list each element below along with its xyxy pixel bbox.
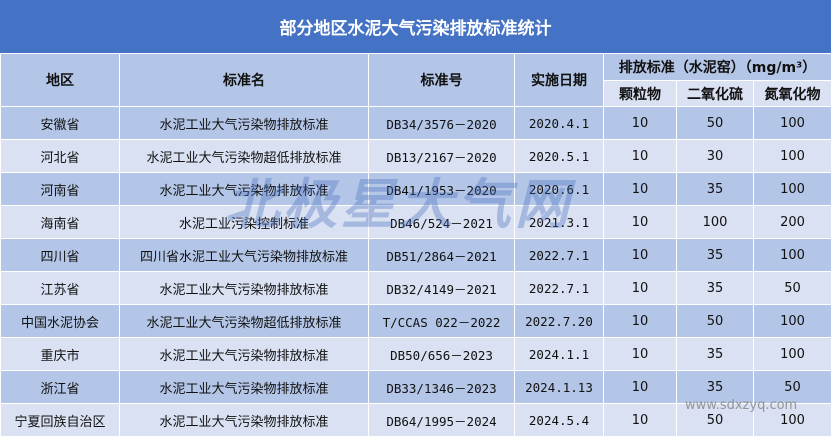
cell-region: 四川省 [0,238,120,272]
header-nox: 氮氧化物 [752,80,831,107]
table-title: 部分地区水泥大气污染排放标准统计 [0,0,831,53]
cell-name: 水泥工业大气污染物排放标准 [119,337,369,371]
cell-code: T/CCAS 022－2022 [368,304,515,338]
cell-nox: 50 [752,370,831,404]
cell-pm: 10 [603,139,677,173]
cell-region: 海南省 [0,205,120,239]
cell-date: 2021.3.1 [514,205,604,239]
cell-region: 河南省 [0,172,120,206]
cell-region: 江苏省 [0,271,120,305]
table-row: 海南省 水泥工业污染控制标准 DB46/524－2021 2021.3.1 10 100 2… [0,205,831,239]
cell-pm: 10 [603,205,677,239]
table-row: 中国水泥协会 水泥工业大气污染物超低排放标准 T/CCAS 022－2022 2022… [0,304,831,338]
cell-nox: 50 [752,271,831,305]
cell-so2: 35 [676,271,754,305]
cell-name: 水泥工业大气污染物排放标准 [119,403,369,437]
table-row: 安徽省 水泥工业大气污染物排放标准 DB34/3576－2020 2020.4.1 10… [0,106,831,140]
cell-code: DB64/1995－2024 [368,403,515,437]
cell-so2: 50 [676,304,754,338]
cell-name: 水泥工业污染控制标准 [119,205,369,239]
table-row: 河南省 水泥工业大气污染物排放标准 DB41/1953－2020 2020.6.1 10… [0,172,831,206]
cell-so2: 50 [676,403,754,437]
cell-region: 宁夏回族自治区 [0,403,120,437]
cell-nox: 100 [752,238,831,272]
cell-region: 中国水泥协会 [0,304,120,338]
cell-pm: 10 [603,106,677,140]
cell-so2: 30 [676,139,754,173]
emissions-table: 地区 标准名 标准号 实施日期 排放标准（水泥窑）（mg/m³） 颗粒物 二氧化… [0,53,831,437]
cell-so2: 35 [676,238,754,272]
table-row: 浙江省 水泥工业大气污染物排放标准 DB33/1346－2023 2024.1.13 1… [0,370,831,404]
cell-code: DB33/1346－2023 [368,370,515,404]
cell-pm: 10 [603,172,677,206]
cell-name: 四川省水泥工业大气污染物排放标准 [119,238,369,272]
cell-nox: 100 [752,337,831,371]
cell-region: 河北省 [0,139,120,173]
cell-nox: 100 [752,106,831,140]
cell-date: 2020.5.1 [514,139,604,173]
cell-nox: 100 [752,304,831,338]
header-limits: 排放标准（水泥窑）（mg/m³） [602,53,831,81]
cell-pm: 10 [603,337,677,371]
table-row: 宁夏回族自治区 水泥工业大气污染物排放标准 DB64/1995－2024 2024.5… [0,403,831,437]
cell-code: DB46/524－2021 [368,205,515,239]
cell-name: 水泥工业大气污染物超低排放标准 [119,304,369,338]
cell-code: DB34/3576－2020 [368,106,515,140]
cell-pm: 10 [603,238,677,272]
cell-date: 2020.4.1 [514,106,604,140]
header-so2: 二氧化硫 [676,80,754,107]
table-row: 四川省 四川省水泥工业大气污染物排放标准 DB51/2864－2021 2022.7.… [0,238,831,272]
cell-code: DB32/4149－2021 [368,271,515,305]
cell-name: 水泥工业大气污染物排放标准 [119,172,369,206]
cell-so2: 35 [676,337,754,371]
table-row: 河北省 水泥工业大气污染物超低排放标准 DB13/2167－2020 2020.5.1… [0,139,831,173]
cell-nox: 100 [752,172,831,206]
cell-name: 水泥工业大气污染物排放标准 [119,370,369,404]
header-date: 实施日期 [514,53,604,107]
cell-region: 重庆市 [0,337,120,371]
cell-code: DB50/656－2023 [368,337,515,371]
cell-nox: 100 [752,139,831,173]
cell-pm: 10 [603,271,677,305]
cell-name: 水泥工业大气污染物排放标准 [119,106,369,140]
cell-so2: 100 [676,205,754,239]
cell-date: 2024.1.1 [514,337,604,371]
cell-pm: 10 [603,304,677,338]
cell-name: 水泥工业大气污染物排放标准 [119,271,369,305]
cell-code: DB41/1953－2020 [368,172,515,206]
table-row: 江苏省 水泥工业大气污染物排放标准 DB32/4149－2021 2022.7.1 10… [0,271,831,305]
cell-code: DB51/2864－2021 [368,238,515,272]
header-code: 标准号 [368,53,515,107]
cell-nox: 200 [752,205,831,239]
cell-code: DB13/2167－2020 [368,139,515,173]
cell-pm: 10 [603,370,677,404]
cell-region: 浙江省 [0,370,120,404]
cell-name: 水泥工业大气污染物超低排放标准 [119,139,369,173]
cell-nox: 100 [752,403,831,437]
cell-date: 2022.7.1 [514,271,604,305]
cell-date: 2022.7.1 [514,238,604,272]
cell-so2: 35 [676,370,754,404]
cell-date: 2024.1.13 [514,370,604,404]
header-name: 标准名 [119,53,369,107]
cell-so2: 35 [676,172,754,206]
cell-so2: 50 [676,106,754,140]
table-row: 重庆市 水泥工业大气污染物排放标准 DB50/656－2023 2024.1.1 10 3… [0,337,831,371]
cell-date: 2022.7.20 [514,304,604,338]
cell-region: 安徽省 [0,106,120,140]
header-region: 地区 [0,53,120,107]
cell-date: 2020.6.1 [514,172,604,206]
header-pm: 颗粒物 [603,80,677,107]
cell-pm: 10 [603,403,677,437]
cell-date: 2024.5.4 [514,403,604,437]
